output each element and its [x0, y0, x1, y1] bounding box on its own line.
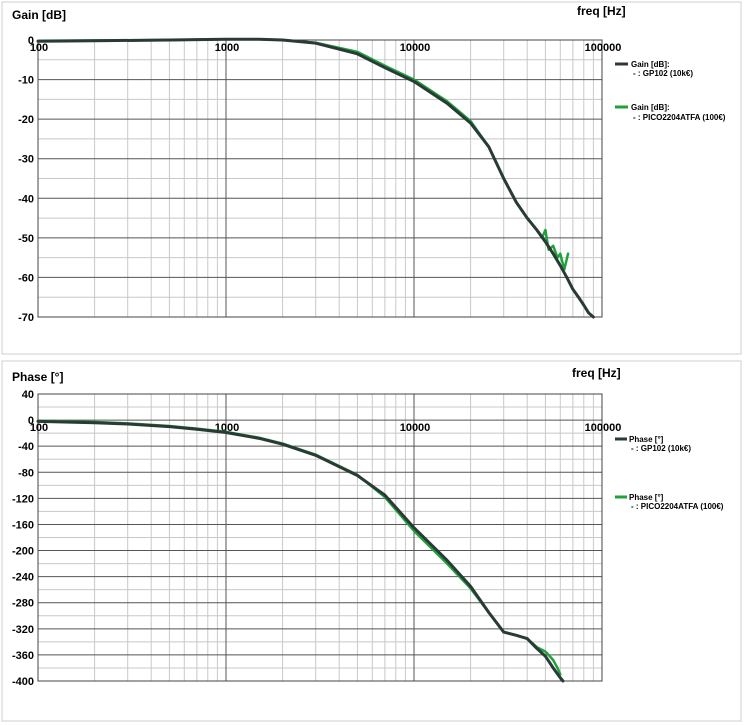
phase-legend-sub-pico: - : PICO2204ATFA (100€) — [631, 502, 724, 511]
gain-legend: Gain [dB]: - : GP102 (10k€) Gain [dB]: -… — [615, 60, 726, 122]
gain-legend-entry-pico: Gain [dB]: - : PICO2204ATFA (100€) — [615, 103, 726, 122]
phase-x-axis-title: freq [Hz] — [572, 366, 621, 380]
gain-legend-sub-pico: - : PICO2204ATFA (100€) — [633, 113, 726, 122]
phase-x-tick-label: 100 — [30, 422, 48, 434]
gain-x-ticks: 100 1000 10000 100000 — [30, 42, 622, 54]
gain-y-tick-label: -30 — [18, 154, 34, 166]
gain-legend-sub-gp102: - : GP102 (10k€) — [633, 69, 693, 78]
phase-y-tick-label: -200 — [12, 546, 34, 558]
gain-panel-border — [1, 1, 742, 355]
gain-y-tick-label: -20 — [18, 114, 34, 126]
phase-y-tick-label: 40 — [22, 389, 34, 401]
phase-y-ticks: 40 0 -40 -80 -120 -160 -200 -240 -280 -320 -360 -40… — [12, 389, 34, 688]
gain-grid — [37, 39, 603, 318]
gain-y-tick-label: -60 — [18, 272, 34, 284]
gain-chart: Gain [dB] freq [Hz] 0 -10 -20 -30 -40 -50 -60 -… — [12, 4, 726, 324]
phase-grid — [37, 393, 603, 682]
phase-y-tick-label: 0 — [28, 415, 34, 427]
gain-x-tick-label: 100000 — [585, 42, 622, 54]
phase-y-tick-label: -400 — [12, 676, 34, 688]
phase-y-axis-title: Phase [°] — [12, 370, 63, 384]
gain-y-ticks: 0 -10 -20 -30 -40 -50 -60 -70 — [18, 35, 34, 324]
gain-series-pico-line — [36, 37, 570, 271]
phase-legend-entry-gp102: Phase [°] - : GP102 (10k€) — [615, 435, 691, 453]
gain-series-gp102-line — [36, 37, 595, 319]
gain-series — [36, 37, 595, 319]
phase-chart: Phase [°] freq [Hz] 40 0 -40 -80 -120 -160 -20… — [12, 366, 724, 688]
gain-y-tick-label: -70 — [18, 312, 34, 324]
phase-series-gp102-line — [36, 419, 565, 683]
gain-plot-frame — [37, 39, 603, 318]
gain-y-tick-label: -40 — [18, 193, 34, 205]
phase-y-tick-label: -280 — [12, 598, 34, 610]
phase-y-tick-label: -320 — [12, 624, 34, 636]
phase-legend-label-pico: Phase [°] — [629, 493, 664, 502]
gain-x-tick-label: 100 — [30, 42, 48, 54]
phase-x-tick-label: 10000 — [400, 422, 431, 434]
phase-legend-entry-pico: Phase [°] - : PICO2204ATFA (100€) — [615, 493, 724, 511]
phase-y-tick-label: -360 — [12, 650, 34, 662]
phase-y-tick-label: -80 — [18, 467, 34, 479]
phase-y-tick-label: -160 — [12, 519, 34, 531]
gain-x-axis-title: freq [Hz] — [577, 4, 626, 18]
phase-legend-sub-gp102: - : GP102 (10k€) — [631, 444, 691, 453]
gain-x-tick-label: 1000 — [215, 42, 239, 54]
gain-x-tick-label: 10000 — [400, 42, 431, 54]
phase-legend-label-gp102: Phase [°] — [629, 435, 664, 444]
phase-x-ticks: 100 1000 10000 100000 — [30, 422, 622, 434]
gain-y-tick-label: -10 — [18, 75, 34, 87]
gain-legend-label-gp102: Gain [dB]: — [631, 60, 670, 69]
gain-y-tick-label: 0 — [28, 35, 34, 47]
phase-legend: Phase [°] - : GP102 (10k€) Phase [°] - :… — [615, 435, 724, 511]
phase-y-tick-label: -120 — [12, 493, 34, 505]
phase-y-tick-label: -240 — [12, 572, 34, 584]
phase-plot-frame — [37, 393, 603, 682]
gain-legend-entry-gp102: Gain [dB]: - : GP102 (10k€) — [615, 60, 693, 78]
phase-series — [36, 419, 565, 683]
phase-x-tick-label: 100000 — [585, 422, 622, 434]
phase-panel-border — [1, 360, 742, 722]
phase-y-tick-label: -40 — [18, 441, 34, 453]
gain-y-axis-title: Gain [dB] — [12, 8, 66, 22]
gain-legend-label-pico: Gain [dB]: — [631, 103, 670, 112]
gain-y-tick-label: -50 — [18, 233, 34, 245]
